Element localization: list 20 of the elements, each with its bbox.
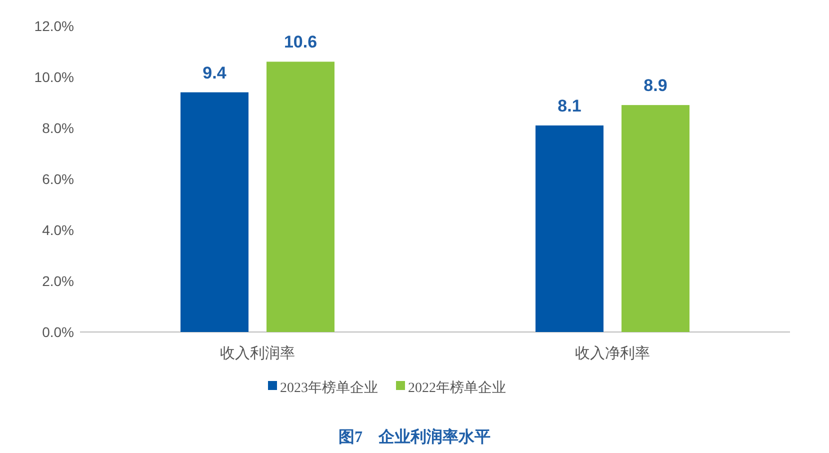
bar [180, 92, 248, 332]
y-tick-label: 12.0% [34, 18, 74, 34]
bar [536, 125, 604, 332]
y-tick-label: 8.0% [42, 120, 74, 136]
y-tick-label: 4.0% [42, 222, 74, 238]
y-tick-label: 10.0% [34, 69, 74, 85]
y-tick-label: 0.0% [42, 324, 74, 340]
text: 图7 企业利润率水平 [338, 427, 490, 446]
x-tick-label: 收入利润率 [220, 345, 295, 362]
legend-label: 2023年榜单企业 [280, 380, 378, 396]
x-tick-label: 收入净利率 [575, 345, 650, 362]
y-tick-label: 2.0% [42, 273, 74, 289]
bar [622, 105, 690, 332]
legend-label: 2022年榜单企业 [408, 380, 506, 396]
data-label: 8.1 [558, 96, 582, 116]
data-label: 10.6 [284, 32, 318, 52]
data-label: 9.4 [202, 63, 227, 82]
bar [266, 62, 334, 332]
data-label: 8.9 [644, 76, 668, 96]
y-tick-label: 6.0% [42, 171, 74, 187]
